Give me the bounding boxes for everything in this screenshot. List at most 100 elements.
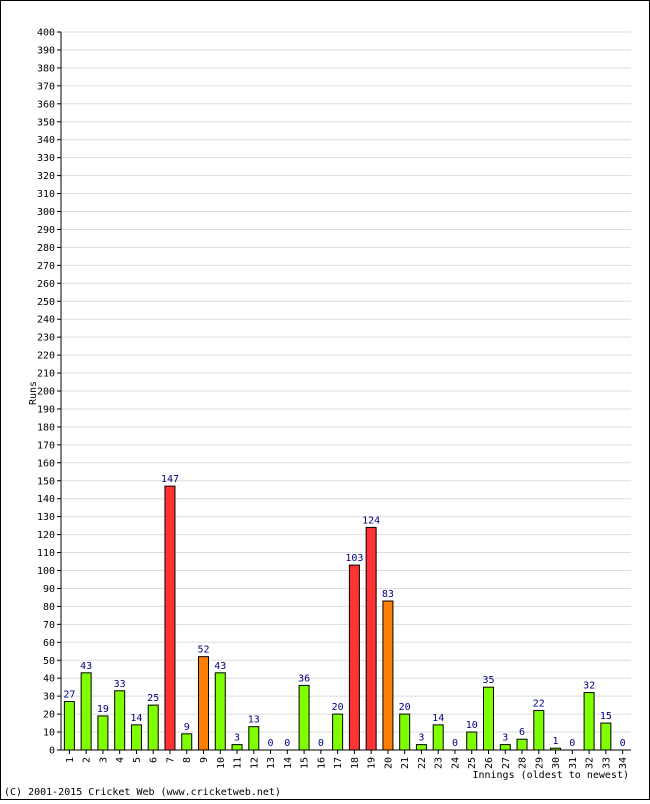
x-tick-label: 29 (534, 757, 545, 769)
data-label-innings-32: 32 (583, 681, 595, 692)
y-tick-label: 120 (37, 530, 55, 541)
y-tick-label: 60 (43, 638, 55, 649)
y-tick-label: 10 (43, 728, 55, 739)
data-label-innings-28: 6 (519, 727, 525, 738)
data-label-innings-33: 15 (600, 711, 612, 722)
axes (60, 32, 631, 751)
x-tick-label: 28 (518, 757, 529, 769)
data-label-innings-4: 33 (114, 679, 126, 690)
data-label-innings-9: 52 (197, 645, 209, 656)
x-tick-labels: 1 2 3 4 5 6 7 8 9 10 11 12 13 14 15 16 17 18 19 20 21 22 23 24 2… (65, 750, 629, 769)
x-tick-label: 8 (182, 757, 193, 763)
data-label-innings-8: 9 (184, 722, 190, 733)
bar-innings-15 (298, 684, 310, 751)
data-label-innings-15: 36 (298, 673, 310, 684)
x-tick-label: 9 (199, 757, 210, 763)
y-tick-label: 340 (37, 135, 55, 146)
data-label-innings-12: 13 (248, 715, 260, 726)
bar-innings-5 (130, 724, 142, 751)
gridlines (57, 31, 631, 751)
x-tick-label: 24 (450, 757, 461, 769)
y-tick-label: 240 (37, 315, 55, 326)
x-tick-label: 15 (300, 757, 311, 769)
x-tick-label: 6 (149, 757, 160, 763)
y-tick-label: 260 (37, 279, 55, 290)
bar-innings-6 (147, 704, 159, 751)
x-tick-label: 12 (249, 757, 260, 769)
data-label-innings-2: 43 (80, 661, 92, 672)
y-tick-label: 180 (37, 422, 55, 433)
y-tick-label: 350 (37, 117, 55, 128)
y-tick-label: 220 (37, 351, 55, 362)
bar-innings-10 (214, 672, 226, 751)
x-tick-label: 18 (350, 757, 361, 769)
data-label-innings-7: 147 (161, 474, 179, 485)
data-label-innings-11: 3 (234, 733, 240, 744)
x-tick-label: 33 (601, 757, 612, 769)
y-tick-label: 210 (37, 369, 55, 380)
data-label-innings-24: 0 (452, 738, 458, 749)
y-tick-label: 330 (37, 153, 55, 164)
x-tick-label: 22 (417, 757, 428, 769)
data-label-innings-30: 1 (553, 736, 559, 747)
data-label-innings-1: 27 (63, 690, 75, 701)
bar-innings-29 (533, 710, 545, 751)
bar-innings-9 (198, 656, 209, 751)
bar-innings-33 (600, 722, 612, 751)
x-tick-label: 19 (367, 757, 378, 769)
data-label-innings-27: 3 (502, 733, 508, 744)
x-tick-label: 5 (132, 757, 143, 763)
y-tick-label: 160 (37, 458, 55, 469)
data-label-innings-3: 19 (97, 704, 109, 715)
bar-innings-23 (432, 724, 444, 751)
y-tick-label: 100 (37, 566, 55, 577)
data-label-innings-34: 0 (620, 738, 626, 749)
y-tick-label: 170 (37, 440, 55, 451)
y-tick-label: 110 (37, 548, 55, 559)
y-tick-label: 380 (37, 63, 55, 74)
y-tick-label: 270 (37, 261, 55, 272)
y-tick-label: 390 (37, 45, 55, 56)
y-tick-labels: 0 10 20 30 40 50 60 70 80 90 100 110 120 130 140 150 160… (37, 28, 55, 757)
data-label-innings-17: 20 (332, 702, 344, 713)
y-tick-label: 70 (43, 620, 55, 631)
y-tick-label: 370 (37, 81, 55, 92)
data-label-innings-16: 0 (318, 738, 324, 749)
y-tick-label: 90 (43, 584, 55, 595)
x-tick-label: 16 (316, 757, 327, 769)
bars (63, 485, 612, 751)
x-axis-title: Innings (oldest to newest) (472, 770, 629, 781)
data-label-innings-6: 25 (147, 693, 159, 704)
y-tick-label: 150 (37, 476, 55, 487)
y-tick-label: 320 (37, 171, 55, 182)
x-tick-label: 31 (568, 757, 579, 769)
x-tick-label: 3 (98, 757, 109, 763)
bar-innings-11 (231, 744, 243, 751)
y-tick-label: 80 (43, 602, 55, 613)
x-tick-label: 14 (283, 757, 294, 769)
data-label-innings-20: 83 (382, 589, 394, 600)
y-tick-label: 40 (43, 674, 55, 685)
y-tick-label: 30 (43, 692, 55, 703)
y-tick-label: 280 (37, 243, 55, 254)
bar-innings-17 (332, 713, 344, 751)
bar-innings-27 (499, 744, 511, 751)
x-tick-label: 25 (467, 757, 478, 769)
x-tick-label: 7 (165, 757, 176, 763)
bar-innings-12 (248, 726, 260, 751)
bar-innings-4 (114, 690, 126, 751)
data-label-innings-23: 14 (432, 713, 444, 724)
y-tick-label: 400 (37, 28, 55, 39)
data-label-innings-21: 20 (399, 702, 411, 713)
x-tick-label: 26 (484, 757, 495, 769)
y-tick-label: 250 (37, 297, 55, 308)
bar-innings-3 (97, 715, 109, 751)
bar-innings-21 (399, 713, 411, 751)
bar-innings-1 (63, 701, 75, 751)
data-label-innings-10: 43 (214, 661, 226, 672)
y-axis-title: Runs (28, 381, 39, 405)
data-label-innings-22: 3 (418, 733, 424, 744)
x-tick-label: 2 (82, 757, 93, 763)
x-tick-label: 11 (233, 757, 244, 769)
